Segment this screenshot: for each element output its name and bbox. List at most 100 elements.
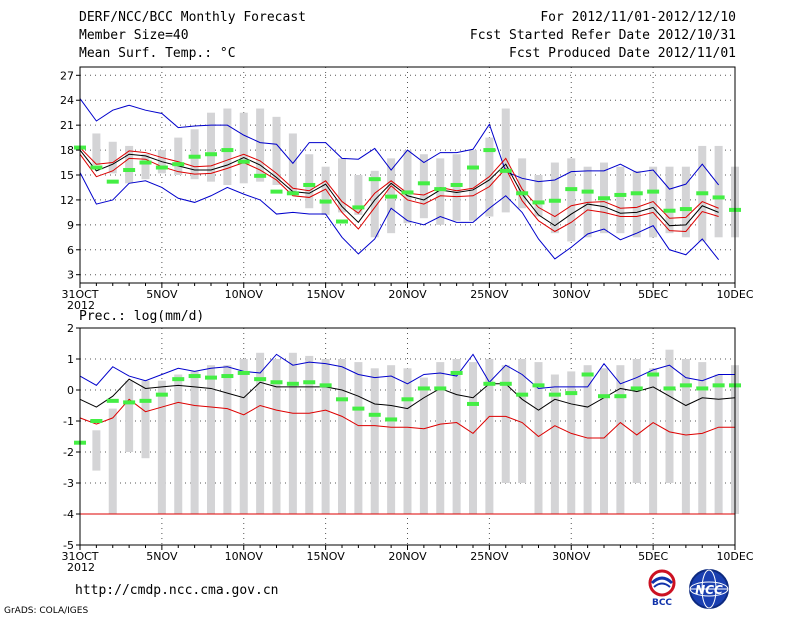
y-tick-label: 15 [60, 169, 74, 182]
obs-marker [319, 383, 332, 388]
spread-bar [714, 374, 723, 514]
obs-marker [614, 192, 627, 197]
obs-marker [598, 394, 610, 399]
y-tick-label: -4 [63, 508, 74, 521]
obs-marker [450, 370, 463, 375]
spread-bar [632, 170, 641, 238]
spread-bar [518, 359, 527, 483]
y-tick-label: -3 [63, 477, 74, 490]
x-tick-label: 20NOV [388, 288, 427, 301]
obs-marker [434, 386, 447, 391]
obs-marker [417, 181, 430, 186]
x-tick-label: 5DEC [638, 550, 668, 563]
spread-bar [239, 112, 248, 184]
obs-marker [368, 412, 381, 417]
x-tick-label: 5NOV [146, 288, 178, 301]
obs-marker [516, 392, 529, 397]
obs-marker [270, 380, 283, 385]
y-tick-label: 3 [67, 269, 74, 282]
spread-bar [501, 108, 510, 213]
y-tick-label: -2 [63, 446, 74, 459]
spread-bar [338, 359, 346, 514]
spread-bar [256, 108, 265, 182]
source-url[interactable]: http://cmdp.ncc.cma.gov.cn [75, 583, 279, 598]
spread-bar [567, 371, 576, 514]
obs-marker [581, 372, 594, 377]
obs-marker [106, 179, 119, 184]
obs-marker [106, 398, 119, 403]
precip-panel-title: Prec.: log(mm/d) [79, 309, 205, 324]
spread-bar [583, 365, 592, 514]
x-tick-label: 25NOV [470, 288, 509, 301]
spread-bar [403, 368, 412, 514]
spread-bar [174, 374, 183, 514]
chart-title: DERF/NCC/BCC Monthly Forecast [79, 10, 306, 25]
spread-bar [681, 359, 690, 514]
obs-marker [696, 191, 709, 196]
spread-bar [370, 368, 379, 514]
obs-marker [548, 392, 561, 397]
obs-marker [630, 191, 643, 196]
x-tick-label: 25NOV [470, 550, 509, 563]
obs-marker [385, 194, 398, 199]
obs-marker [221, 148, 234, 153]
spread-bar [305, 355, 314, 514]
spread-bar [288, 352, 297, 514]
ncc-logo: NCC [686, 568, 732, 616]
obs-marker [286, 191, 299, 196]
obs-marker [336, 219, 348, 224]
y-tick-label: -5 [63, 539, 74, 552]
bcc-logo-text: BCC [652, 598, 672, 608]
spread-bar [469, 362, 477, 514]
series-line-mean_upper [79, 147, 719, 219]
x-tick-label: 5NOV [146, 550, 178, 563]
obs-marker [483, 381, 496, 386]
spread-bar [518, 158, 527, 209]
spread-bar [600, 368, 608, 514]
spread-bar [616, 365, 625, 514]
spread-bar [403, 150, 412, 224]
obs-marker [123, 168, 136, 173]
obs-marker [188, 374, 201, 379]
spread-bar [419, 377, 428, 514]
spread-bar [190, 129, 199, 180]
spread-bar [419, 154, 428, 219]
spread-bar [681, 166, 690, 238]
obs-marker [450, 182, 463, 187]
obs-marker [205, 375, 217, 380]
series-line-mean [79, 378, 736, 411]
obs-marker [679, 383, 692, 388]
obs-marker [663, 386, 676, 391]
spread-bar [321, 166, 330, 215]
forecast-period: For 2012/11/01-2012/12/10 [540, 10, 736, 25]
obs-marker [679, 207, 692, 212]
obs-marker [254, 173, 267, 178]
bcc-logo: BCC [640, 568, 684, 612]
obs-marker [139, 398, 152, 403]
spread-bar [223, 108, 232, 185]
obs-marker [254, 377, 267, 382]
spread-bar [256, 352, 265, 514]
spread-bar [108, 408, 117, 514]
obs-marker [565, 391, 578, 396]
obs-marker [368, 177, 381, 182]
x-tick-label: 20NOV [388, 550, 427, 563]
obs-marker [647, 372, 660, 377]
obs-marker [532, 200, 545, 205]
obs-marker [303, 182, 316, 187]
spread-bar [649, 368, 658, 514]
spread-bar [141, 380, 150, 459]
x-tick-label: 10DEC [716, 288, 753, 301]
y-tick-label: 1 [67, 353, 74, 366]
obs-marker [352, 406, 365, 411]
y-tick-label: 9 [67, 219, 74, 232]
obs-marker [237, 159, 250, 164]
spread-bar [452, 154, 461, 221]
obs-marker [417, 386, 430, 391]
obs-marker [90, 165, 103, 170]
spread-bar [452, 359, 461, 514]
series-line-mean_lower [79, 153, 719, 233]
x-tick-sublabel: 2012 [67, 561, 95, 574]
y-tick-label: 0 [67, 384, 74, 397]
